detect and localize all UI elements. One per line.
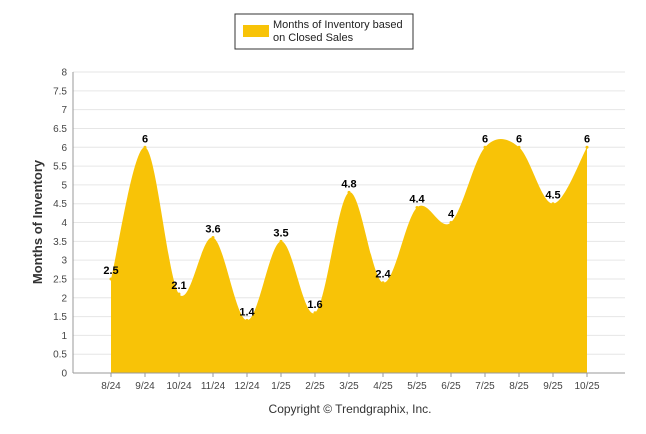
x-tick-label: 1/25 — [271, 381, 291, 392]
data-point — [245, 318, 249, 322]
y-tick-label: 7 — [61, 105, 67, 116]
x-tick-label: 6/25 — [441, 381, 461, 392]
data-point — [585, 145, 589, 149]
copyright: Copyright © Trendgraphix, Inc. — [269, 402, 432, 416]
legend-swatch — [243, 25, 269, 37]
x-tick-label: 9/25 — [543, 381, 563, 392]
data-labels: 2.5 6 2.1 3.6 1.4 3.5 1.6 4.8 2.4 4.4 4 6 6 4.5 6 — [103, 133, 590, 318]
y-tick-label: 3.5 — [53, 237, 67, 248]
data-label: 2.4 — [375, 269, 391, 281]
data-label: 1.4 — [239, 306, 255, 318]
x-tick-label: 4/25 — [373, 381, 393, 392]
data-label: 3.5 — [273, 227, 288, 239]
y-tick-label: 0 — [61, 369, 67, 380]
data-label: 2.1 — [171, 280, 186, 292]
y-tick-label: 1 — [61, 331, 67, 342]
data-label: 4.8 — [341, 178, 356, 190]
y-tick-label: 2.5 — [53, 274, 67, 285]
data-points — [109, 145, 589, 322]
x-tick-label: 11/24 — [201, 381, 226, 392]
data-label: 3.6 — [205, 224, 220, 236]
data-point — [177, 292, 181, 296]
y-tick-label: 4.5 — [53, 199, 67, 210]
x-tick-label: 9/24 — [135, 381, 155, 392]
data-point — [381, 281, 385, 285]
x-tick-label: 10/25 — [574, 381, 599, 392]
data-label: 4 — [448, 209, 455, 221]
data-point — [211, 236, 215, 240]
data-point — [517, 145, 521, 149]
data-label: 6 — [482, 133, 488, 145]
data-point — [279, 239, 283, 243]
y-tick-label: 0.5 — [53, 350, 67, 361]
y-tick-label: 6 — [61, 143, 67, 154]
series-area — [111, 138, 587, 373]
y-axis-label: Months of Inventory — [30, 159, 45, 284]
data-label: 4.5 — [545, 190, 560, 202]
y-tick-label: 3 — [61, 256, 67, 267]
data-point — [415, 205, 419, 209]
x-tick-label: 8/25 — [509, 381, 529, 392]
y-tick-label: 8 — [61, 68, 67, 79]
y-tick-label: 6.5 — [53, 124, 67, 135]
x-tick-label: 10/24 — [166, 381, 191, 392]
y-tick-label: 4 — [61, 218, 67, 229]
x-tick-label: 12/24 — [234, 381, 259, 392]
data-point — [143, 145, 147, 149]
y-tick-label: 1.5 — [53, 312, 67, 323]
data-label: 6 — [584, 133, 590, 145]
legend: Months of Inventory based on Closed Sale… — [234, 13, 414, 50]
data-point — [483, 145, 487, 149]
data-label: 6 — [142, 133, 148, 145]
data-label: 4.4 — [409, 193, 425, 205]
y-tick-label: 7.5 — [53, 86, 67, 97]
data-label: 1.6 — [307, 299, 322, 311]
x-tick-label: 7/25 — [475, 381, 495, 392]
y-tick-labels: 0 0.5 1 1.5 2 2.5 3 3.5 4 4.5 5 5.5 6 6.5 7 7.5 8 — [53, 68, 67, 380]
x-tick-label: 5/25 — [407, 381, 427, 392]
data-point — [449, 221, 453, 224]
x-tick-labels: 8/24 9/24 10/24 11/24 12/24 1/25 2/25 3/25 4/25 5… — [101, 373, 600, 392]
y-tick-label: 5 — [61, 180, 67, 191]
data-point — [551, 202, 555, 206]
data-label: 6 — [516, 133, 522, 145]
legend-label-line-1: Months of Inventory based — [273, 19, 403, 31]
y-tick-label: 2 — [61, 293, 67, 304]
x-tick-label: 8/24 — [101, 381, 121, 392]
y-tick-label: 5.5 — [53, 162, 67, 173]
data-label: 2.5 — [103, 265, 118, 277]
data-point — [109, 277, 113, 281]
data-point — [347, 190, 351, 194]
legend-label-line-2: on Closed Sales — [273, 32, 354, 44]
x-tick-label: 3/25 — [339, 381, 359, 392]
x-tick-label: 2/25 — [305, 381, 325, 392]
data-point — [313, 311, 317, 315]
